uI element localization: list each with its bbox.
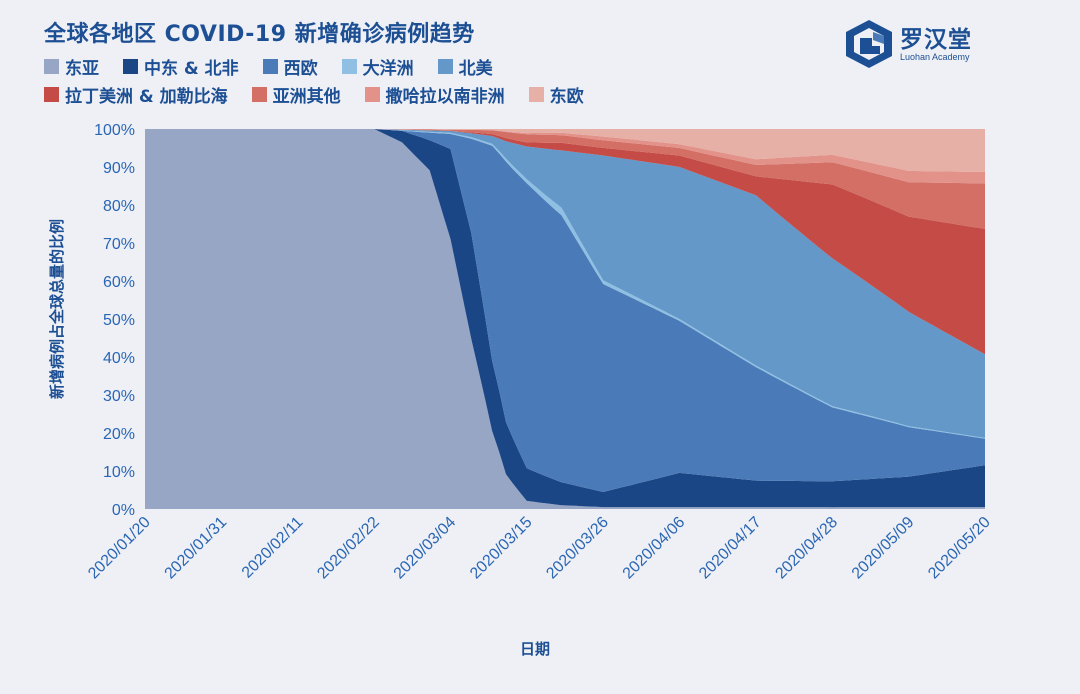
legend-item: 北美 (437, 54, 493, 79)
legend-row: 拉丁美洲 & 加勒比海 亚洲其他 撒哈拉以南非洲 东欧 (44, 80, 744, 108)
x-tick-label: 2020/03/15 (467, 514, 536, 583)
x-axis-title: 日期 (520, 640, 550, 658)
legend-label: 东亚 (65, 58, 99, 79)
legend-label: 中东 & 北非 (144, 58, 239, 79)
legend-swatch (44, 86, 59, 102)
area-series (145, 129, 985, 492)
area-series (145, 129, 985, 172)
area-series (145, 129, 985, 184)
legend-item: 撒哈拉以南非洲 (364, 82, 505, 107)
legend-swatch (364, 86, 380, 102)
legend-item: 大洋洲 (341, 54, 414, 79)
logo: 罗汉堂 Luohan Academy (842, 18, 1002, 70)
legend-item: 拉丁美洲 & 加勒比海 (44, 82, 228, 107)
legend-label: 西欧 (283, 58, 318, 79)
logo-subtitle: Luohan Academy (900, 52, 970, 62)
x-tick-label: 2020/05/20 (925, 514, 994, 583)
legend-label: 撒哈拉以南非洲 (385, 86, 505, 107)
legend-label: 东欧 (549, 86, 584, 107)
legend: 东亚 中东 & 北非 西欧 大洋洲 北美拉丁美洲 & 加勒比海 亚洲其他 撒哈拉以南非洲 东欧 (44, 52, 744, 108)
y-tick-label: 80% (103, 198, 135, 215)
y-tick-label: 40% (103, 350, 135, 367)
legend-swatch (44, 58, 59, 74)
area-series (145, 129, 985, 438)
legend-swatch (262, 58, 278, 74)
legend-swatch (123, 58, 138, 74)
x-tick-label: 2020/04/06 (620, 514, 689, 583)
y-tick-label: 60% (103, 274, 135, 291)
legend-swatch (341, 58, 357, 74)
legend-label: 拉丁美洲 & 加勒比海 (65, 86, 228, 107)
chart-title: 全球各地区 COVID-19 新增确诊病例趋势 (44, 22, 475, 47)
legend-label: 亚洲其他 (272, 86, 341, 107)
y-tick-label: 30% (103, 388, 135, 405)
area-series (145, 129, 985, 355)
area-series (145, 129, 985, 509)
x-tick-label: 2020/02/11 (239, 514, 307, 582)
y-tick-label: 70% (103, 236, 135, 253)
legend-label: 北美 (458, 58, 493, 79)
y-tick-label: 100% (94, 122, 135, 139)
y-axis-title: 新增病例占全球总量的比例 (48, 219, 66, 399)
x-tick-label: 2020/04/28 (772, 514, 841, 583)
x-tick-label: 2020/02/22 (314, 514, 383, 583)
x-tick-label: 2020/04/17 (696, 514, 765, 583)
legend-row: 东亚 中东 & 北非 西欧 大洋洲 北美 (44, 52, 744, 80)
legend-item: 东欧 (528, 82, 584, 107)
x-tick-label: 2020/01/31 (162, 514, 231, 583)
legend-swatch (251, 86, 267, 102)
x-tick-label: 2020/03/26 (543, 514, 612, 583)
logo-name: 罗汉堂 (900, 27, 972, 53)
legend-item: 西欧 (262, 54, 318, 79)
x-tick-label: 2020/05/09 (849, 514, 918, 583)
y-tick-label: 90% (103, 160, 135, 177)
luohan-logo-icon (846, 20, 892, 68)
legend-label: 大洋洲 (362, 58, 414, 79)
legend-item: 东亚 (44, 54, 99, 79)
legend-swatch (528, 86, 544, 102)
y-tick-label: 10% (103, 464, 135, 481)
area-series (145, 129, 985, 229)
legend-item: 中东 & 北非 (123, 54, 239, 79)
y-tick-label: 0% (112, 502, 135, 519)
x-tick-label: 2020/01/20 (85, 514, 154, 583)
legend-swatch (437, 58, 453, 74)
y-tick-label: 50% (103, 312, 135, 329)
legend-item: 亚洲其他 (251, 82, 341, 107)
y-tick-label: 20% (103, 426, 135, 443)
x-tick-label: 2020/03/04 (391, 514, 460, 583)
